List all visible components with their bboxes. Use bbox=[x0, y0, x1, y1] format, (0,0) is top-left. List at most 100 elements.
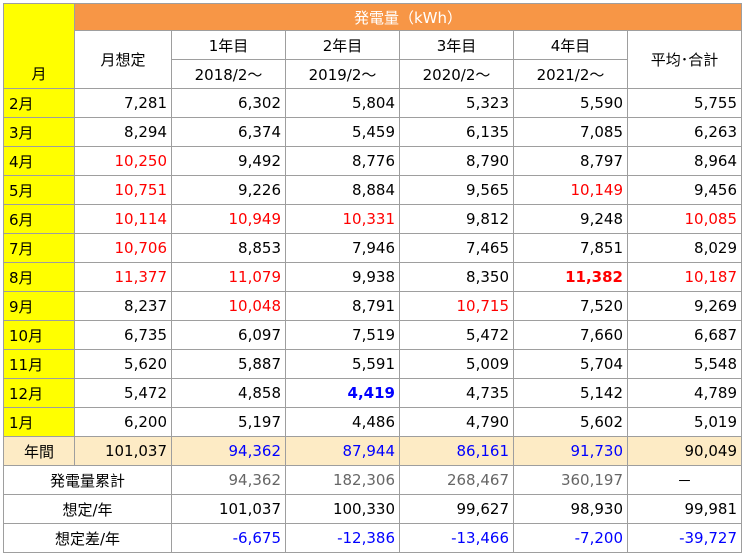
table-title: 発電量（kWh） bbox=[74, 3, 742, 31]
value-cell: 10,149 bbox=[513, 175, 628, 205]
value-cell: 4,486 bbox=[285, 407, 400, 437]
value-cell: 10,085 bbox=[627, 204, 742, 234]
month-cell: 8月 bbox=[3, 262, 75, 292]
value-cell: 8,791 bbox=[285, 291, 400, 321]
diff-per-year-cell: -12,386 bbox=[285, 523, 400, 553]
value-cell: 5,591 bbox=[285, 349, 400, 379]
value-cell: 8,797 bbox=[513, 146, 628, 176]
value-cell: 5,804 bbox=[285, 88, 400, 118]
plan-per-year-row: 想定/年 101,037 100,330 99,627 98,930 99,98… bbox=[3, 494, 742, 524]
table-row: 12月 5,472 4,858 4,419 4,735 5,142 4,789 bbox=[3, 378, 742, 408]
value-cell: 10,250 bbox=[74, 146, 172, 176]
annual-avg-cell: 90,049 bbox=[627, 436, 742, 466]
value-cell: 5,755 bbox=[627, 88, 742, 118]
value-cell: 6,135 bbox=[399, 117, 514, 147]
value-cell: 8,350 bbox=[399, 262, 514, 292]
value-cell: 10,706 bbox=[74, 233, 172, 263]
value-cell: 6,374 bbox=[171, 117, 286, 147]
value-cell: 4,789 bbox=[627, 378, 742, 408]
value-cell: 11,377 bbox=[74, 262, 172, 292]
year4-header: 4年目 bbox=[513, 30, 628, 60]
generation-table: 月 発電量（kWh） 月想定 1年目 2年目 3年目 4年目 平均･合計 201… bbox=[3, 3, 742, 553]
table-row: 9月 8,237 10,048 8,791 10,715 7,520 9,269 bbox=[3, 291, 742, 321]
month-cell: 6月 bbox=[3, 204, 75, 234]
diff-per-year-label: 想定差/年 bbox=[3, 523, 172, 553]
value-cell: 4,858 bbox=[171, 378, 286, 408]
value-cell: 6,200 bbox=[74, 407, 172, 437]
value-cell: 9,248 bbox=[513, 204, 628, 234]
table-row: 3月 8,294 6,374 5,459 6,135 7,085 6,263 bbox=[3, 117, 742, 147]
value-cell: 5,602 bbox=[513, 407, 628, 437]
value-cell: 5,887 bbox=[171, 349, 286, 379]
table-row: 8月 11,377 11,079 9,938 8,350 11,382 10,1… bbox=[3, 262, 742, 292]
avg-header: 平均･合計 bbox=[627, 30, 742, 89]
diff-per-year-cell: -7,200 bbox=[513, 523, 628, 553]
plan-per-year-cell: 99,627 bbox=[399, 494, 514, 524]
title-row: 月 発電量（kWh） bbox=[3, 3, 742, 89]
month-cell: 1月 bbox=[3, 407, 75, 437]
value-cell: 9,565 bbox=[399, 175, 514, 205]
max-value-cell: 11,382 bbox=[513, 262, 628, 292]
plan-header: 月想定 bbox=[74, 30, 172, 89]
annual-value-cell: 91,730 bbox=[513, 436, 628, 466]
value-cell: 5,142 bbox=[513, 378, 628, 408]
value-cell: 10,751 bbox=[74, 175, 172, 205]
value-cell: 7,519 bbox=[285, 320, 400, 350]
value-cell: 8,237 bbox=[74, 291, 172, 321]
value-cell: 10,114 bbox=[74, 204, 172, 234]
plan-per-year-cell: 99,981 bbox=[627, 494, 742, 524]
year3-start: 2020/2～ bbox=[399, 59, 514, 89]
value-cell: 9,812 bbox=[399, 204, 514, 234]
month-cell: 7月 bbox=[3, 233, 75, 263]
value-cell: 5,548 bbox=[627, 349, 742, 379]
month-cell: 10月 bbox=[3, 320, 75, 350]
table-row: 10月 6,735 6,097 7,519 5,472 7,660 6,687 bbox=[3, 320, 742, 350]
table-row: 7月 10,706 8,853 7,946 7,465 7,851 8,029 bbox=[3, 233, 742, 263]
table-row: 5月 10,751 9,226 8,884 9,565 10,149 9,456 bbox=[3, 175, 742, 205]
cumulative-cell: － bbox=[627, 465, 742, 495]
diff-per-year-cell: -39,727 bbox=[627, 523, 742, 553]
value-cell: 10,187 bbox=[627, 262, 742, 292]
value-cell: 5,472 bbox=[399, 320, 514, 350]
value-cell: 7,085 bbox=[513, 117, 628, 147]
value-cell: 7,520 bbox=[513, 291, 628, 321]
table-row: 1月 6,200 5,197 4,486 4,790 5,602 5,019 bbox=[3, 407, 742, 437]
year4-start: 2021/2～ bbox=[513, 59, 628, 89]
value-cell: 5,009 bbox=[399, 349, 514, 379]
value-cell: 9,492 bbox=[171, 146, 286, 176]
month-cell: 9月 bbox=[3, 291, 75, 321]
month-cell: 11月 bbox=[3, 349, 75, 379]
annual-label: 年間 bbox=[3, 436, 75, 466]
value-cell: 6,263 bbox=[627, 117, 742, 147]
value-cell: 6,302 bbox=[171, 88, 286, 118]
value-cell: 5,472 bbox=[74, 378, 172, 408]
annual-value-cell: 86,161 bbox=[399, 436, 514, 466]
value-cell: 7,946 bbox=[285, 233, 400, 263]
table-row: 6月 10,114 10,949 10,331 9,812 9,248 10,0… bbox=[3, 204, 742, 234]
value-cell: 8,884 bbox=[285, 175, 400, 205]
value-cell: 6,735 bbox=[74, 320, 172, 350]
value-cell: 4,735 bbox=[399, 378, 514, 408]
annual-plan-cell: 101,037 bbox=[74, 436, 172, 466]
value-cell: 6,097 bbox=[171, 320, 286, 350]
value-cell: 7,281 bbox=[74, 88, 172, 118]
value-cell: 7,851 bbox=[513, 233, 628, 263]
annual-row: 年間 101,037 94,362 87,944 86,161 91,730 9… bbox=[3, 436, 742, 466]
cumulative-label: 発電量累計 bbox=[3, 465, 172, 495]
year3-header: 3年目 bbox=[399, 30, 514, 60]
value-cell: 5,459 bbox=[285, 117, 400, 147]
annual-value-cell: 94,362 bbox=[171, 436, 286, 466]
value-cell: 5,323 bbox=[399, 88, 514, 118]
month-cell: 5月 bbox=[3, 175, 75, 205]
cumulative-cell: 94,362 bbox=[171, 465, 286, 495]
plan-per-year-cell: 98,930 bbox=[513, 494, 628, 524]
diff-per-year-cell: -13,466 bbox=[399, 523, 514, 553]
year-header-row: 月想定 1年目 2年目 3年目 4年目 平均･合計 bbox=[4, 30, 742, 89]
year-start-row: 2018/2～ 2019/2～ 2020/2～ 2021/2～ bbox=[4, 59, 742, 89]
cumulative-cell: 182,306 bbox=[285, 465, 400, 495]
plan-per-year-cell: 100,330 bbox=[285, 494, 400, 524]
month-cell: 4月 bbox=[3, 146, 75, 176]
month-cell: 2月 bbox=[3, 88, 75, 118]
diff-per-year-cell: -6,675 bbox=[171, 523, 286, 553]
month-cell: 12月 bbox=[3, 378, 75, 408]
